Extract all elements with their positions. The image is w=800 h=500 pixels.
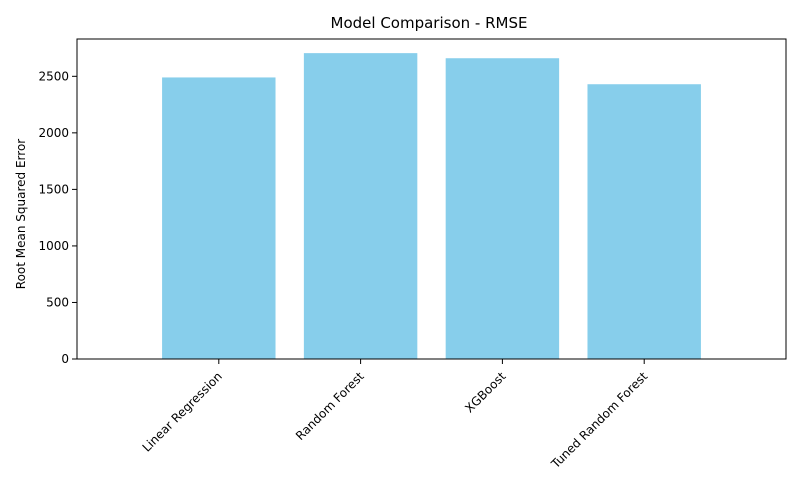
y-tick-label: 1000 xyxy=(38,239,69,253)
bar-xgboost xyxy=(445,58,560,359)
x-tick-label: Random Forest xyxy=(293,369,367,443)
x-tick-label: Tuned Random Forest xyxy=(548,369,651,472)
bar-tuned-random-forest xyxy=(587,84,701,360)
x-tick-label: XGBoost xyxy=(462,369,508,415)
y-tick-label: 1500 xyxy=(38,182,69,196)
y-tick-label: 500 xyxy=(46,295,69,309)
y-tick-label: 0 xyxy=(61,352,69,366)
y-axis-ticks: 0 500 1000 1500 2000 2500 xyxy=(38,69,77,366)
y-tick-label: 2500 xyxy=(38,69,69,83)
bar-random-forest xyxy=(303,53,418,359)
chart-title: Model Comparison - RMSE xyxy=(331,14,528,32)
y-axis-label: Root Mean Squared Error xyxy=(14,139,28,290)
x-axis-ticks: Linear Regression Random Forest XGBoost Tun… xyxy=(140,359,651,472)
bars-group xyxy=(162,53,701,360)
plot-frame xyxy=(76,38,787,360)
x-tick-label: Linear Regression xyxy=(140,369,225,454)
bar-linear-regression xyxy=(162,77,276,360)
y-tick-label: 2000 xyxy=(38,126,69,140)
